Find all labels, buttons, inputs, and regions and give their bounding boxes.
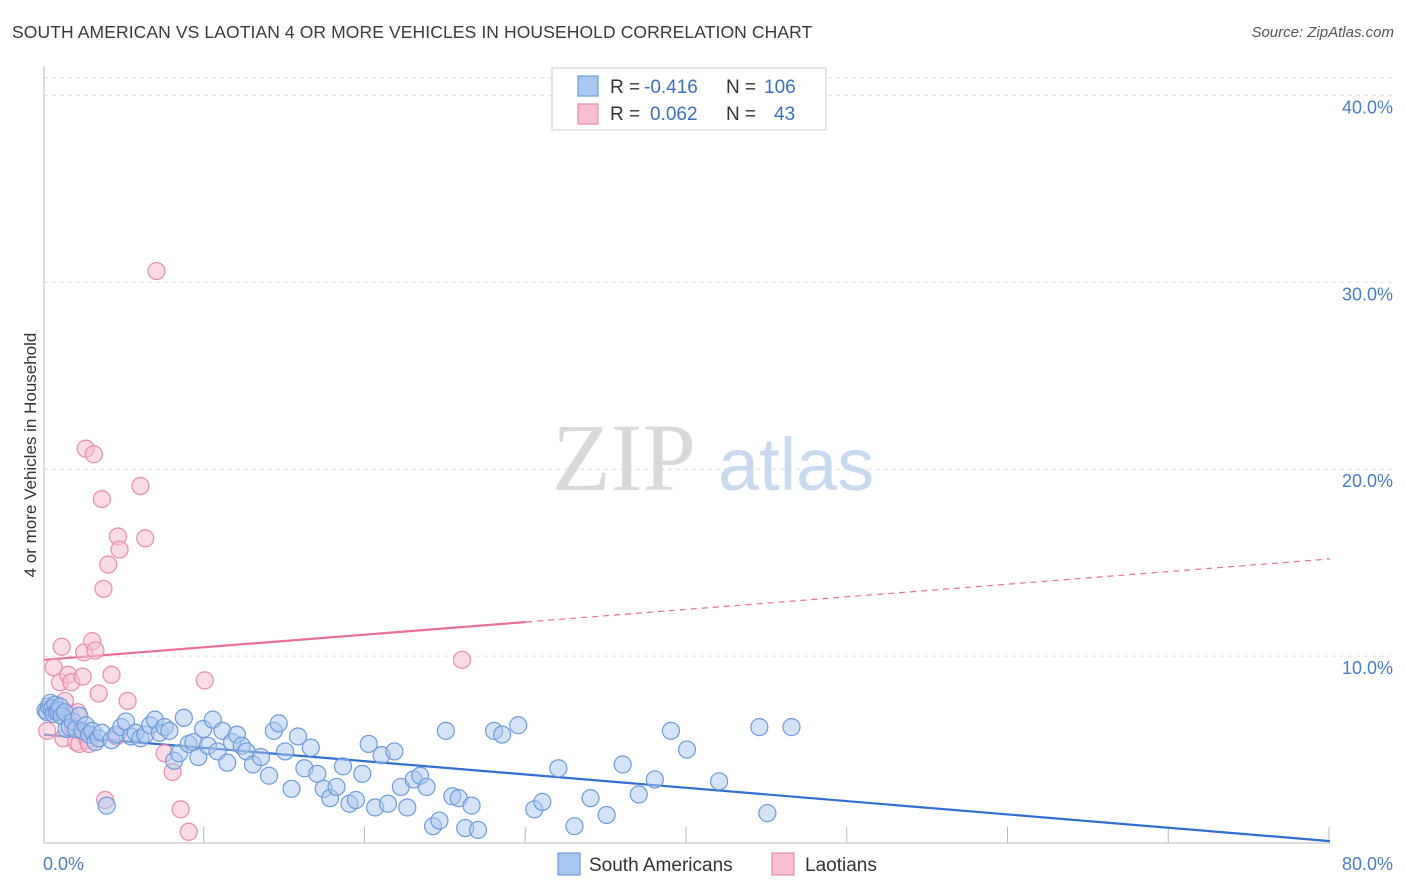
bottom-legend-label-south-americans: South Americans <box>589 855 733 876</box>
laotians-trend-line-dashed <box>526 558 1331 623</box>
series-legend: South Americans Laotians <box>557 852 877 876</box>
laotians-point <box>52 637 71 656</box>
south-americans-point <box>677 740 697 759</box>
south-americans-point <box>462 796 481 815</box>
south-americans-point <box>613 755 632 774</box>
legend-r-label-1: R = <box>610 77 640 98</box>
x-tick-label-0: 0.0% <box>43 854 84 874</box>
south-americans-point <box>282 779 301 798</box>
laotians-point <box>92 489 111 509</box>
south-americans-point <box>398 798 417 817</box>
chart-title: SOUTH AMERICAN VS LAOTIAN 4 OR MORE VEHI… <box>12 22 813 42</box>
south-americans-point <box>750 718 769 737</box>
laotians-point <box>84 445 103 464</box>
y-tick-label-1: 20.0% <box>1342 471 1393 491</box>
south-americans-point <box>288 727 308 746</box>
laotians-point <box>89 684 108 703</box>
y-tick-label-2: 30.0% <box>1342 284 1393 304</box>
south-americans-point <box>378 794 398 813</box>
y-tick-labels: 10.0% 20.0% 30.0% 40.0% <box>1342 97 1393 678</box>
south-americans-point <box>758 803 777 823</box>
legend-swatch-blue <box>577 75 599 97</box>
south-americans-point <box>661 721 681 740</box>
south-americans-point <box>565 817 584 836</box>
laotians-point <box>44 658 63 677</box>
south-americans-point <box>417 777 436 797</box>
south-americans-point <box>645 770 664 789</box>
laotians-point <box>99 555 118 574</box>
y-tick-label-0: 10.0% <box>1342 658 1393 678</box>
source-label: Source: ZipAtlas.com <box>1251 24 1394 41</box>
south-americans-point <box>327 777 346 797</box>
legend-r-label-2: R = <box>610 104 640 125</box>
south-americans-point <box>430 811 449 830</box>
laotians-point <box>94 579 113 598</box>
laotians-point <box>195 671 214 690</box>
bottom-legend-swatch-pink <box>771 852 795 876</box>
south-americans-point <box>468 820 488 840</box>
laotians-point <box>73 667 92 686</box>
laotians-point <box>38 721 57 740</box>
watermark-zip: ZIP <box>552 404 696 511</box>
laotians-point <box>110 540 129 559</box>
legend-r-value-2: 0.062 <box>650 104 698 125</box>
laotians-trend-line-solid <box>43 620 527 661</box>
y-axis-label: 4 or more Vehicles in Household <box>21 333 40 578</box>
x-tick-label-1: 80.0% <box>1342 854 1393 874</box>
watermark: ZIP atlas <box>552 404 874 511</box>
legend-n-label-1: N = <box>726 77 756 98</box>
laotians-point <box>86 641 105 660</box>
watermark-atlas: atlas <box>718 423 874 506</box>
y-tick-label-3: 40.0% <box>1342 97 1393 117</box>
legend-n-value-1: 106 <box>764 77 796 98</box>
south-americans-point <box>276 742 295 761</box>
south-americans-point <box>385 742 404 761</box>
trend-lines <box>43 558 1331 843</box>
south-americans-point <box>597 805 616 825</box>
south-americans-point <box>301 738 320 757</box>
south-americans-point <box>269 714 288 733</box>
laotians-point <box>147 261 166 281</box>
south-americans-point <box>333 757 353 776</box>
laotians-point <box>179 822 198 841</box>
south-americans-points <box>36 693 801 840</box>
south-americans-point <box>251 747 271 767</box>
south-americans-point <box>97 796 116 815</box>
laotians-point <box>118 691 137 711</box>
bottom-legend-label-laotians: Laotians <box>805 855 877 876</box>
south-americans-point <box>353 764 372 783</box>
south-americans-point <box>710 772 729 791</box>
south-americans-point <box>359 734 378 754</box>
south-americans-point <box>493 725 512 744</box>
legend-swatch-pink <box>577 103 599 125</box>
laotians-point <box>171 800 190 819</box>
south-americans-point <box>509 716 528 735</box>
legend-n-label-2: N = <box>726 104 756 125</box>
south-americans-point <box>308 764 327 783</box>
south-americans-point <box>346 790 365 810</box>
grid-lines <box>44 77 1394 657</box>
south-americans-point <box>436 721 455 740</box>
south-americans-point <box>259 766 279 785</box>
south-americans-point <box>629 785 648 804</box>
south-americans-point <box>174 708 193 727</box>
south-americans-point <box>581 789 600 808</box>
south-americans-point <box>782 718 801 737</box>
axes <box>43 66 1330 844</box>
south-americans-point <box>160 721 179 740</box>
laotians-point <box>131 476 150 496</box>
south-americans-point <box>218 753 237 772</box>
bottom-legend-swatch-blue <box>557 852 581 876</box>
south-americans-point <box>533 792 552 811</box>
legend-n-value-2: 43 <box>774 104 795 125</box>
correlation-legend: R = -0.416 N = 106 R = 0.062 N = 43 <box>551 67 827 131</box>
laotians-point <box>452 650 472 669</box>
laotians-point <box>102 665 121 684</box>
legend-r-value-1: -0.416 <box>644 77 698 98</box>
south-americans-point <box>549 759 568 778</box>
laotians-point <box>136 529 155 548</box>
x-tick-labels: 0.0% 80.0% <box>43 854 1393 874</box>
